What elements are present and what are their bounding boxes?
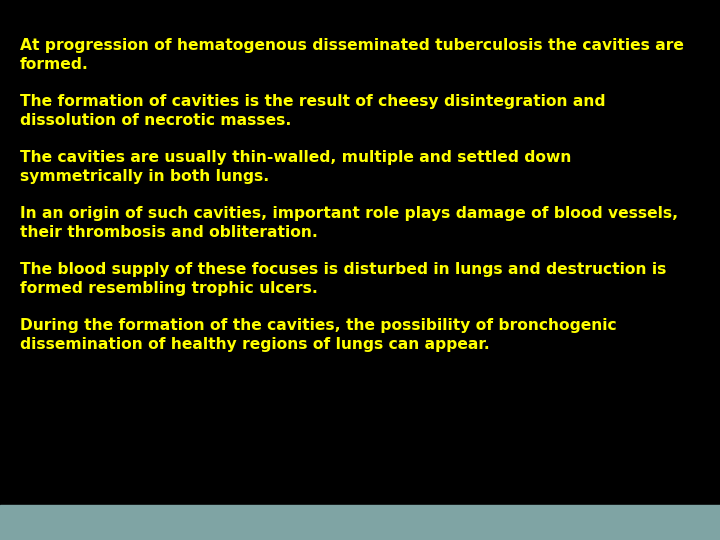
Text: In an origin of such cavities, important role plays damage of blood vessels,
the: In an origin of such cavities, important…	[20, 206, 678, 240]
Text: The cavities are usually thin-walled, multiple and settled down
symmetrically in: The cavities are usually thin-walled, mu…	[20, 150, 572, 184]
Text: At progression of hematogenous disseminated tuberculosis the cavities are
formed: At progression of hematogenous dissemina…	[20, 38, 684, 72]
Text: The blood supply of these focuses is disturbed in lungs and destruction is
forme: The blood supply of these focuses is dis…	[20, 262, 667, 296]
Text: The formation of cavities is the result of cheesy disintegration and
dissolution: The formation of cavities is the result …	[20, 94, 606, 128]
Text: During the formation of the cavities, the possibility of bronchogenic
disseminat: During the formation of the cavities, th…	[20, 318, 616, 352]
Bar	[0, 505, 720, 540]
